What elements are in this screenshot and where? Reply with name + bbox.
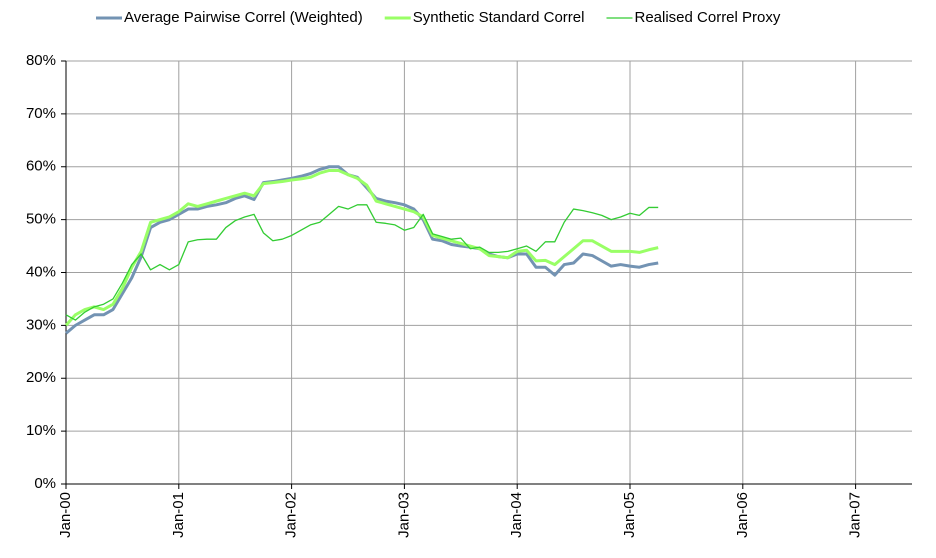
x-tick-label: Jan-01 — [170, 492, 187, 538]
y-tick-label: 20% — [26, 369, 56, 386]
series-line — [64, 168, 659, 327]
y-tick-label: 50% — [26, 211, 56, 228]
x-tick-label: Jan-00 — [57, 492, 74, 538]
y-tick-label: 80% — [26, 52, 56, 69]
y-tick-label: 40% — [26, 263, 56, 280]
series-line — [65, 204, 659, 321]
y-tick-label: 60% — [26, 158, 56, 175]
x-tick-label: Jan-04 — [508, 492, 525, 538]
y-tick-label: 0% — [34, 475, 56, 492]
x-tick-label: Jan-06 — [734, 492, 751, 538]
x-tick-label: Jan-07 — [847, 492, 864, 538]
legend-label: Realised Correl Proxy — [634, 9, 780, 26]
legend-label: Synthetic Standard Correl — [413, 9, 585, 26]
y-tick-label: 70% — [26, 105, 56, 122]
y-tick-label: 10% — [26, 422, 56, 439]
x-tick-label: Jan-02 — [283, 492, 300, 538]
x-tick-label: Jan-05 — [621, 492, 638, 538]
legend-label: Average Pairwise Correl (Weighted) — [124, 9, 363, 26]
y-tick-label: 30% — [26, 316, 56, 333]
series-line — [65, 165, 659, 335]
x-tick-label: Jan-03 — [395, 492, 412, 538]
